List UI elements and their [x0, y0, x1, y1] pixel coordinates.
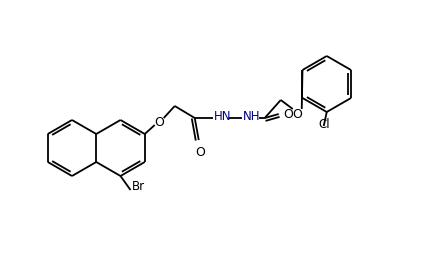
- Text: HN: HN: [214, 109, 231, 123]
- Text: O: O: [292, 108, 302, 120]
- Text: Cl: Cl: [318, 118, 329, 131]
- Text: O: O: [195, 146, 205, 159]
- Text: O: O: [284, 108, 294, 120]
- Text: O: O: [154, 116, 164, 128]
- Text: Br: Br: [131, 180, 145, 193]
- Text: NH: NH: [243, 109, 260, 123]
